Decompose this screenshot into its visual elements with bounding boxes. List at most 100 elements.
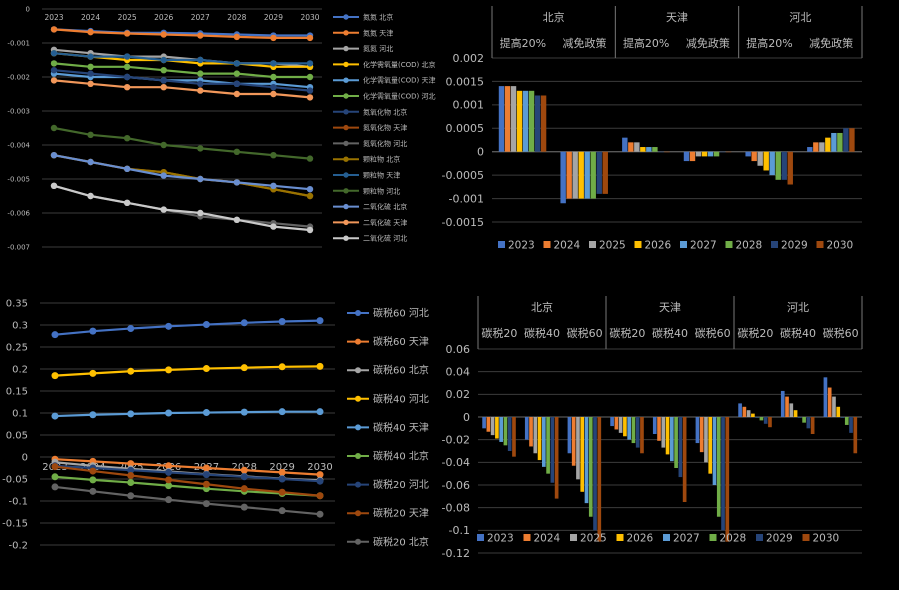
legend-marker [355, 367, 361, 374]
data-point [165, 366, 173, 374]
y-tick-label: 0.06 [446, 343, 471, 356]
y-tick-label: -0.0015 [442, 216, 484, 229]
bar [516, 90, 523, 152]
category-label: 碳税20 [609, 326, 645, 340]
data-point [123, 63, 131, 70]
data-point [306, 186, 314, 193]
group-label: 北京 [543, 10, 565, 24]
data-point [123, 30, 131, 37]
y-tick-label: 0.0005 [446, 122, 485, 135]
y-tick-label: -0.004 [7, 141, 30, 149]
legend-label: 2030 [827, 240, 854, 252]
data-point [306, 155, 314, 162]
data-point [89, 369, 97, 377]
series-line [53, 154, 311, 191]
bar [683, 151, 690, 162]
series-line [53, 28, 310, 40]
data-point [50, 77, 58, 84]
category-label: 碳税40 [524, 326, 560, 340]
data-point [123, 135, 131, 142]
series-line [54, 485, 321, 516]
data-point [270, 152, 277, 159]
data-point [278, 363, 286, 371]
series-line [54, 319, 321, 336]
data-point [233, 80, 241, 88]
category-label: 提高20% [623, 36, 669, 50]
legend-label: 碳税60 河北 [373, 307, 429, 320]
data-point [202, 480, 210, 488]
legend-swatch [680, 241, 687, 248]
bar [657, 417, 661, 441]
data-point [202, 464, 210, 472]
data-point [123, 199, 131, 206]
bar [495, 417, 499, 439]
data-point [270, 34, 277, 42]
legend-marker [343, 109, 349, 115]
bar [849, 128, 855, 152]
bar [806, 417, 811, 429]
legend-marker [355, 424, 361, 431]
legend-label: 2023 [508, 240, 535, 252]
data-point [160, 84, 167, 91]
legend-label: 2026 [627, 533, 654, 545]
bar [593, 417, 597, 531]
bar [652, 147, 658, 152]
group-label: 北京 [531, 300, 553, 314]
bar [807, 147, 813, 152]
bar [843, 128, 849, 152]
data-point [278, 468, 286, 476]
legend-label: 二氧化硫 北京 [363, 202, 407, 211]
bar [618, 417, 623, 433]
data-point [233, 70, 241, 77]
chart-bottom-left: 0.35 0.3 0.25 0.2 0.15 0.1 0.05 0 -0.05 -0.1 -0.15… [2, 299, 429, 552]
data-point [89, 467, 97, 475]
legend-label: 碳税20 天津 [373, 507, 429, 520]
y-tick-label: -0.08 [442, 502, 470, 515]
bar [623, 417, 627, 437]
legend-marker [343, 203, 349, 210]
chart-top-left: 0 -0.001 -0.002 -0.003 -0.004 -0.005 -0.006 -0.… [7, 5, 435, 251]
series-line [54, 465, 321, 497]
bar [610, 417, 614, 427]
legend-marker [343, 30, 349, 36]
data-point [197, 209, 204, 217]
legend-label: 2025 [580, 533, 607, 545]
y-tick-label: 0 [26, 5, 30, 13]
bar [825, 137, 831, 152]
bar [738, 403, 742, 417]
bar [751, 151, 757, 162]
bar [529, 417, 533, 447]
bar [781, 151, 787, 180]
bar [664, 151, 670, 153]
chart-bottom-right: 0.06 0.04 0.02 0 -0.02 -0.04 -0.06 -0.08 -0.1 -0.… [442, 296, 863, 560]
bar [640, 417, 644, 454]
bar [567, 417, 572, 454]
category-label: 碳税60 [823, 326, 859, 340]
series-line [54, 475, 321, 497]
data-point [165, 409, 173, 417]
category-label: 碳税60 [695, 326, 731, 340]
data-point [278, 507, 286, 515]
data-point [51, 372, 59, 380]
category-label: 碳税40 [780, 326, 816, 340]
legend-marker [343, 156, 349, 162]
y-tick-label: -0.12 [442, 547, 470, 560]
bar [490, 417, 495, 436]
legend-marker [343, 219, 349, 226]
bar [499, 417, 503, 442]
data-point [165, 468, 173, 476]
data-point [197, 87, 204, 94]
bar [634, 142, 640, 152]
legend-marker [343, 235, 349, 241]
bar [707, 151, 714, 157]
bar [827, 387, 832, 417]
bar [498, 86, 505, 152]
legend-label: 碳税40 北京 [373, 450, 429, 463]
data-point [127, 460, 135, 468]
data-point [87, 80, 94, 88]
bar [665, 417, 670, 455]
data-point [278, 408, 286, 416]
data-point [197, 175, 204, 183]
data-point [278, 317, 286, 325]
bar [840, 417, 845, 418]
